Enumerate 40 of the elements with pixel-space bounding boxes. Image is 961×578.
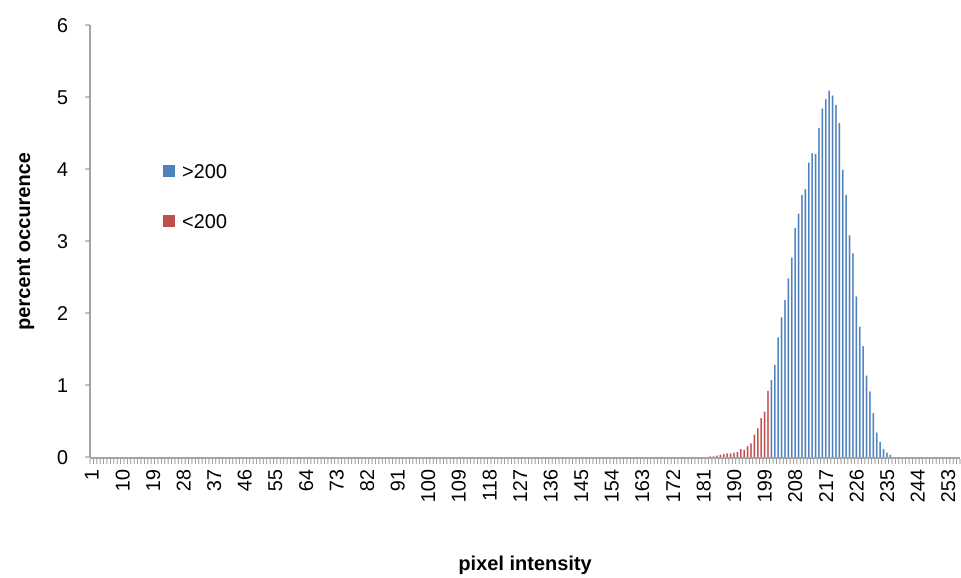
legend-label: >200 bbox=[182, 161, 228, 183]
x-tick-label: 118 bbox=[479, 469, 502, 501]
x-tick-label: 190 bbox=[724, 469, 746, 502]
x-tick-label: 199 bbox=[754, 469, 777, 502]
x-tick-label: 100 bbox=[418, 469, 440, 502]
x-tick-label: 28 bbox=[173, 469, 196, 492]
x-tick-label: 181 bbox=[693, 469, 716, 502]
x-tick-label: 244 bbox=[908, 469, 930, 502]
y-tick-label: 2 bbox=[56, 303, 68, 325]
x-tick-label: 145 bbox=[571, 469, 594, 502]
x-axis-title: pixel intensity bbox=[458, 553, 593, 575]
x-tick-label: 154 bbox=[602, 469, 624, 502]
x-tick-label: 127 bbox=[510, 469, 532, 502]
y-tick-label: 3 bbox=[56, 231, 68, 253]
y-tick-label: 5 bbox=[56, 87, 68, 109]
x-tick-label: 91 bbox=[388, 469, 410, 492]
y-tick-label: 1 bbox=[56, 375, 68, 397]
x-tick-label: 217 bbox=[816, 469, 838, 502]
y-tick-label: 6 bbox=[56, 15, 68, 37]
x-tick-label: 37 bbox=[204, 469, 226, 492]
x-tick-label: 109 bbox=[448, 469, 471, 502]
x-tick-label: 163 bbox=[632, 469, 654, 502]
x-tick-label: 172 bbox=[662, 469, 685, 502]
x-tick-label: 10 bbox=[112, 469, 134, 492]
x-tick-label: 64 bbox=[296, 469, 318, 492]
x-tick-label: 253 bbox=[938, 469, 960, 502]
legend-label: <200 bbox=[182, 211, 228, 233]
y-tick-label: 0 bbox=[56, 447, 68, 469]
x-tick-label: 136 bbox=[540, 469, 562, 502]
x-tick-label: 1 bbox=[82, 469, 104, 480]
x-tick-label: 46 bbox=[234, 469, 257, 492]
y-tick-label: 4 bbox=[56, 159, 68, 181]
x-tick-label: 226 bbox=[846, 469, 868, 502]
y-axis-title: percent occurence bbox=[13, 152, 35, 330]
x-tick-label: 19 bbox=[142, 469, 165, 492]
x-tick-label: 82 bbox=[356, 469, 379, 492]
x-tick-label: 208 bbox=[785, 469, 808, 502]
x-tick-label: 55 bbox=[265, 469, 288, 492]
x-tick-label: 73 bbox=[326, 469, 348, 492]
x-tick-label: 235 bbox=[876, 469, 899, 502]
